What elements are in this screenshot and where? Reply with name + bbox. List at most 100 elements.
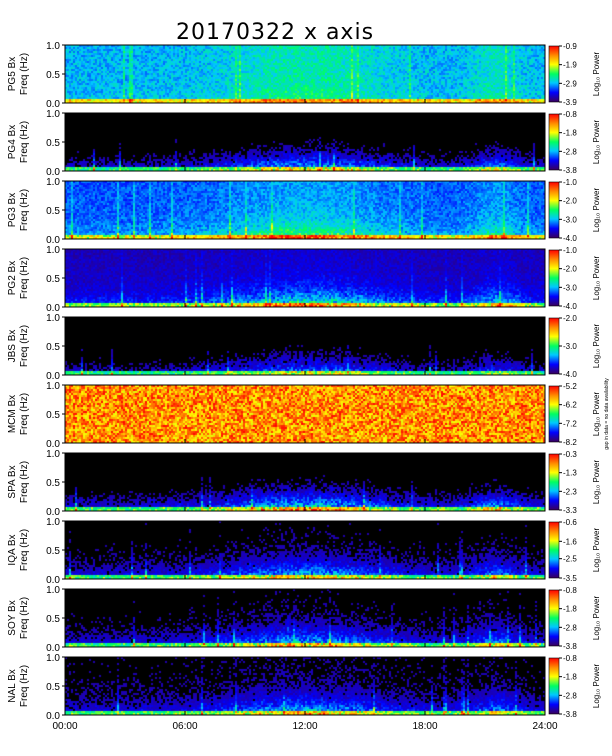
colorbar-tick-label: -2.5 xyxy=(563,555,577,564)
colorbar-tick-label: -3.9 xyxy=(563,98,577,107)
y-axis-label: Freq (Hz) xyxy=(19,393,30,435)
colorbar-tick-label: -2.3 xyxy=(563,487,577,496)
colorbar-tick-label: -2.0 xyxy=(563,197,577,206)
x-tick-label: 06:00 xyxy=(172,721,197,732)
y-tick-label: 1.0 xyxy=(46,41,60,52)
spectrogram-image xyxy=(65,589,545,647)
spectrogram-image xyxy=(65,181,545,239)
spectrogram-panel: 0.0 0.5 1.0 PG5 Bx Freq (Hz) -0.9 -1.9 -2.9 -3.9… xyxy=(7,41,601,110)
y-tick-label: 0.5 xyxy=(46,546,60,557)
colorbar-tick-label: -3.8 xyxy=(563,166,577,175)
colorbar-tick-label: -2.0 xyxy=(563,265,577,274)
spectrogram-panel: 0.0 0.5 1.0 NAL Bx Freq (Hz) -0.8 -1.8 -2.8 -3.8… xyxy=(7,653,601,722)
spectrogram-panel: 0.0 0.5 1.0 MCM Bx Freq (Hz) -5.2 -6.2 -7.2 -8.2… xyxy=(7,381,601,450)
y-tick-label: 0.5 xyxy=(46,70,60,81)
y-tick-label: 0.5 xyxy=(46,478,60,489)
colorbar-label: Log₁₀ Power xyxy=(592,120,601,165)
spectrogram-image xyxy=(65,249,545,307)
colorbar-tick-label: -0.8 xyxy=(563,110,577,119)
spectrogram-image xyxy=(65,385,545,443)
y-tick-label: 0.5 xyxy=(46,274,60,285)
y-tick-label: 0.5 xyxy=(46,682,60,693)
y-axis-label: Freq (Hz) xyxy=(19,597,30,639)
spectrogram-panel: 0.0 0.5 1.0 PG3 Bx Freq (Hz) -1.0 -2.0 -3.0 -4.0… xyxy=(7,177,601,246)
y-axis-label: Freq (Hz) xyxy=(19,461,30,503)
colorbar-tick-label: -7.2 xyxy=(563,419,577,428)
colorbar-tick-label: -0.9 xyxy=(563,42,577,51)
colorbar-label: Log₁₀ Power xyxy=(592,596,601,641)
colorbar-tick-label: -4.0 xyxy=(563,302,577,311)
colorbar-tick-label: -6.2 xyxy=(563,401,577,410)
colorbar-tick-label: -4.0 xyxy=(563,234,577,243)
colorbar-label: Log₁₀ Power xyxy=(592,188,601,233)
y-tick-label: 0.0 xyxy=(46,575,60,586)
y-tick-label: 0.0 xyxy=(46,643,60,654)
y-tick-label: 0.5 xyxy=(46,410,60,421)
x-tick-label: 18:00 xyxy=(412,721,437,732)
y-tick-label: 1.0 xyxy=(46,245,60,256)
y-tick-label: 1.0 xyxy=(46,313,60,324)
colorbar-tick-label: -4.0 xyxy=(563,370,577,379)
y-tick-label: 0.5 xyxy=(46,342,60,353)
spectrogram-image xyxy=(65,113,545,171)
station-label: SOY Bx xyxy=(7,600,18,635)
spectrogram-image xyxy=(65,521,545,579)
y-tick-label: 0.5 xyxy=(46,138,60,149)
y-tick-label: 1.0 xyxy=(46,653,60,664)
panel-stack: 0.0 0.5 1.0 PG5 Bx Freq (Hz) -0.9 -1.9 -2.9 -3.9… xyxy=(7,41,601,722)
station-label: PG4 Bx xyxy=(7,125,18,159)
spectrogram-image xyxy=(65,453,545,511)
colorbar-label: Log₁₀ Power xyxy=(592,528,601,573)
colorbar-tick-label: -0.3 xyxy=(563,450,577,459)
colorbar-tick-label: -2.8 xyxy=(563,623,577,632)
y-tick-label: 1.0 xyxy=(46,109,60,120)
spectrogram-panel: 0.0 0.5 1.0 IQA Bx Freq (Hz) -0.6 -1.6 -2.5 -3.5… xyxy=(7,517,601,586)
colorbar-label: Log₁₀ Power xyxy=(592,256,601,301)
colorbar-tick-label: -3.3 xyxy=(563,506,577,515)
colorbar xyxy=(548,113,560,171)
x-tick-label: 24:00 xyxy=(532,721,557,732)
y-axis-label: Freq (Hz) xyxy=(19,189,30,231)
colorbar-tick-label: -1.6 xyxy=(563,537,577,546)
spectrogram-image xyxy=(65,317,545,375)
y-tick-label: 0.5 xyxy=(46,614,60,625)
colorbar-tick-label: -1.8 xyxy=(563,129,577,138)
colorbar-label: Log₁₀ Power xyxy=(592,664,601,709)
colorbar-tick-label: -0.8 xyxy=(563,586,577,595)
colorbar-tick-label: -3.8 xyxy=(563,710,577,719)
spectrogram-panel: 0.0 0.5 1.0 JBS Bx Freq (Hz) -2.0 -3.0 -4.0 Log₁… xyxy=(7,313,601,382)
colorbar-tick-label: -3.0 xyxy=(563,342,577,351)
colorbar xyxy=(548,521,560,579)
colorbar xyxy=(548,453,560,511)
colorbar-tick-label: -1.0 xyxy=(563,246,577,255)
y-axis-label: Freq (Hz) xyxy=(19,325,30,367)
colorbar-tick-label: -3.5 xyxy=(563,574,577,583)
colorbar-label: Log₁₀ Power xyxy=(592,52,601,97)
y-tick-label: 1.0 xyxy=(46,449,60,460)
y-tick-label: 0.0 xyxy=(46,99,60,110)
colorbar-tick-label: -1.8 xyxy=(563,673,577,682)
colorbar-tick-label: -2.9 xyxy=(563,79,577,88)
station-label: JBS Bx xyxy=(7,330,18,363)
colorbar-tick-label: -1.3 xyxy=(563,469,577,478)
colorbar-tick-label: -1.9 xyxy=(563,61,577,70)
y-tick-label: 1.0 xyxy=(46,381,60,392)
y-axis-label: Freq (Hz) xyxy=(19,257,30,299)
y-tick-label: 1.0 xyxy=(46,585,60,596)
x-tick-label: 00:00 xyxy=(52,721,77,732)
colorbar xyxy=(548,181,560,239)
time-axis: gap in data = no data availability 00:00 0… xyxy=(52,378,610,732)
y-tick-label: 0.0 xyxy=(46,303,60,314)
side-note: gap in data = no data availability xyxy=(604,378,610,450)
colorbar xyxy=(548,249,560,307)
station-label: MCM Bx xyxy=(7,395,18,433)
colorbar-tick-label: -2.0 xyxy=(563,314,577,323)
y-tick-label: 0.0 xyxy=(46,711,60,722)
station-label: PG2 Bx xyxy=(7,261,18,295)
station-label: SPA Bx xyxy=(7,465,18,498)
station-label: PG5 Bx xyxy=(7,57,18,91)
spectrogram-image xyxy=(65,45,545,103)
colorbar-tick-label: -3.0 xyxy=(563,215,577,224)
chart-title: 20170322 x axis xyxy=(176,20,374,45)
